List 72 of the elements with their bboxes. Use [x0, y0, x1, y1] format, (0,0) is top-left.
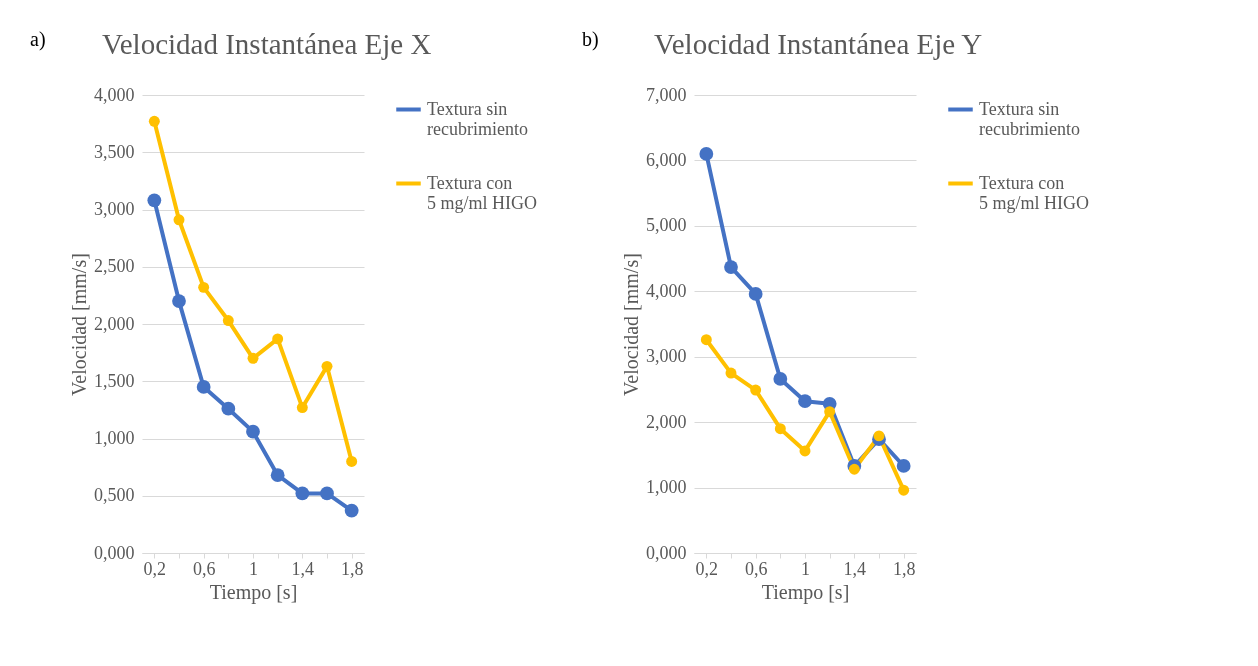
legend-label: Textura sin recubrimiento: [427, 98, 528, 139]
y-tick-label: 5,000: [646, 215, 687, 236]
x-tick-label: 1,4: [843, 558, 867, 579]
x-axis-title: Tiempo [s]: [761, 580, 850, 604]
x-tick-label: 0,6: [192, 558, 216, 579]
point: [321, 360, 333, 372]
point: [699, 147, 714, 161]
y-tick-label: 1,000: [646, 477, 687, 498]
point: [798, 394, 812, 409]
point: [724, 260, 738, 274]
y-tick-label: 0,000: [646, 542, 687, 563]
text: b): [582, 28, 599, 51]
point: [272, 333, 284, 345]
y-tick-label: 2,000: [94, 313, 135, 334]
point: [873, 430, 885, 442]
y-axis-title: Velocidad [mm/s]: [620, 253, 642, 396]
point: [750, 384, 762, 396]
point: [824, 406, 836, 418]
point: [270, 468, 285, 483]
point: [748, 287, 763, 301]
y-tick-label: 0,000: [94, 542, 135, 563]
x-tick-label: 0,2: [695, 558, 719, 579]
y-tick-label: 3,500: [94, 141, 135, 162]
text: a): [30, 28, 46, 51]
x-tick-label: 1: [801, 558, 810, 579]
x-tick-label: 1,4: [291, 558, 315, 579]
point: [700, 334, 712, 346]
point: [246, 424, 260, 439]
point: [222, 315, 234, 327]
point: [799, 445, 811, 457]
point: [896, 459, 911, 473]
point: [344, 503, 359, 518]
point: [898, 484, 910, 496]
y-tick-label: 7,000: [646, 84, 687, 105]
y-tick-label: 3,000: [646, 346, 687, 367]
point: [172, 294, 186, 308]
x-tick-label: 0,6: [744, 558, 768, 579]
legend-label: Textura con 5 mg/ml HIGO: [979, 172, 1089, 213]
point: [247, 352, 259, 364]
y-tick-label: 4,000: [94, 84, 135, 105]
point: [774, 423, 786, 435]
y-axis-title: Velocidad [mm/s]: [68, 253, 90, 396]
legend-label: Textura con 5 mg/ml HIGO: [427, 172, 537, 213]
y-tick-label: 2,500: [94, 256, 135, 277]
point: [848, 463, 860, 475]
y-tick-label: 6,000: [646, 149, 687, 170]
y-tick-label: 4,000: [646, 280, 687, 301]
x-axis-title: Tiempo [s]: [209, 580, 298, 604]
point: [296, 402, 308, 414]
x-tick-label: 1,8: [892, 558, 916, 579]
chart-title: Velocidad Instantánea Eje Y: [654, 28, 983, 60]
y-tick-label: 2,000: [646, 411, 687, 432]
chart-title: Velocidad Instantánea Eje X: [102, 28, 432, 60]
y-tick-label: 3,000: [94, 199, 135, 219]
point: [295, 486, 310, 501]
y-tick-label: 1,500: [94, 370, 135, 391]
point: [773, 372, 788, 386]
legend-label: Textura sin recubrimiento: [979, 98, 1080, 139]
y-tick-label: 1,000: [94, 428, 135, 448]
y-tick-label: 0,500: [94, 485, 135, 506]
point: [148, 115, 160, 127]
x-tick-label: 1: [249, 558, 258, 579]
point: [196, 380, 211, 394]
point: [346, 455, 358, 467]
point: [173, 214, 185, 226]
point: [221, 401, 236, 416]
point: [147, 193, 162, 208]
point: [198, 281, 210, 293]
x-tick-label: 0,2: [143, 558, 167, 579]
point: [320, 486, 334, 501]
point: [725, 367, 737, 379]
x-tick-label: 1,8: [340, 558, 364, 579]
